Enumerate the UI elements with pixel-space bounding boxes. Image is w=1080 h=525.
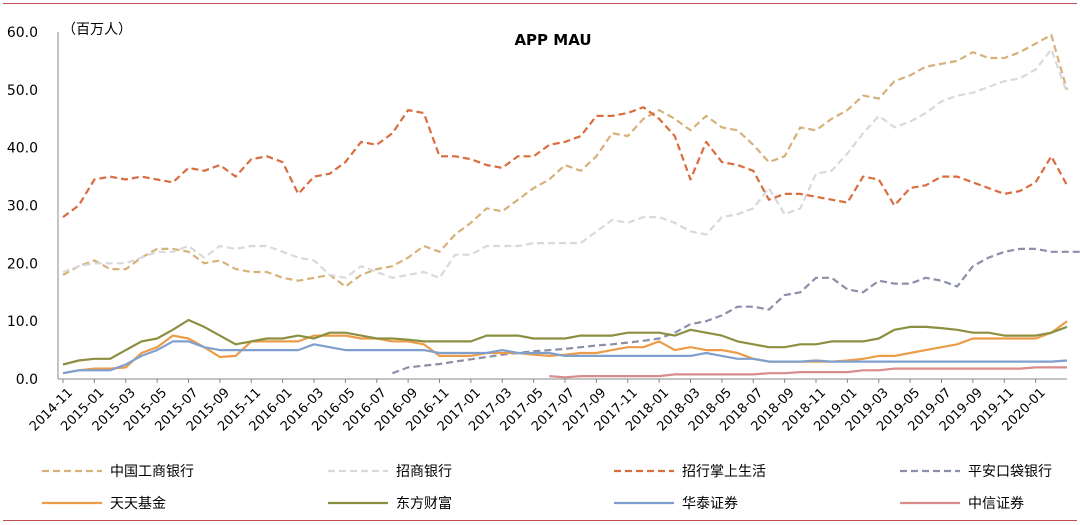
legend-label: 中信证券 xyxy=(968,496,1024,512)
y-tick-label: 60.0 xyxy=(7,25,38,41)
series-line-0 xyxy=(62,33,1069,288)
series-line-1 xyxy=(62,48,1069,279)
series-lines xyxy=(62,33,1080,379)
series-line-5 xyxy=(62,318,1068,366)
chart-title: APP MAU xyxy=(514,31,591,49)
y-tick-label: 10.0 xyxy=(7,314,38,330)
legend-label: 华泰证券 xyxy=(682,496,738,512)
legend-label: 招行掌上生活 xyxy=(682,464,766,480)
y-tick-label: 20.0 xyxy=(7,256,38,272)
x-axis: 2014-112015-012015-032015-052015-072015-… xyxy=(27,378,1067,434)
series-line-7 xyxy=(549,366,1067,379)
y-axis: 0.0 10.0 20.0 30.0 40.0 50.0 60.0 xyxy=(7,25,59,388)
unit-label: （百万人） xyxy=(62,22,132,38)
y-tick-label: 30.0 xyxy=(7,199,38,215)
legend-label: 中国工商银行 xyxy=(110,464,194,480)
y-tick-label: 40.0 xyxy=(7,141,38,157)
chart-frame xyxy=(3,3,1077,521)
y-tick-label: 50.0 xyxy=(7,83,38,99)
legend-label: 东方财富 xyxy=(396,495,452,512)
y-tick-label: 0.0 xyxy=(16,372,38,388)
series-line-6 xyxy=(62,340,1068,375)
series-line-2 xyxy=(62,106,1068,218)
legend-label: 天天基金 xyxy=(110,495,166,512)
legend-label: 招商银行 xyxy=(396,464,452,480)
legend-label: 平安口袋银行 xyxy=(968,464,1052,480)
series-line-4 xyxy=(62,320,1068,375)
